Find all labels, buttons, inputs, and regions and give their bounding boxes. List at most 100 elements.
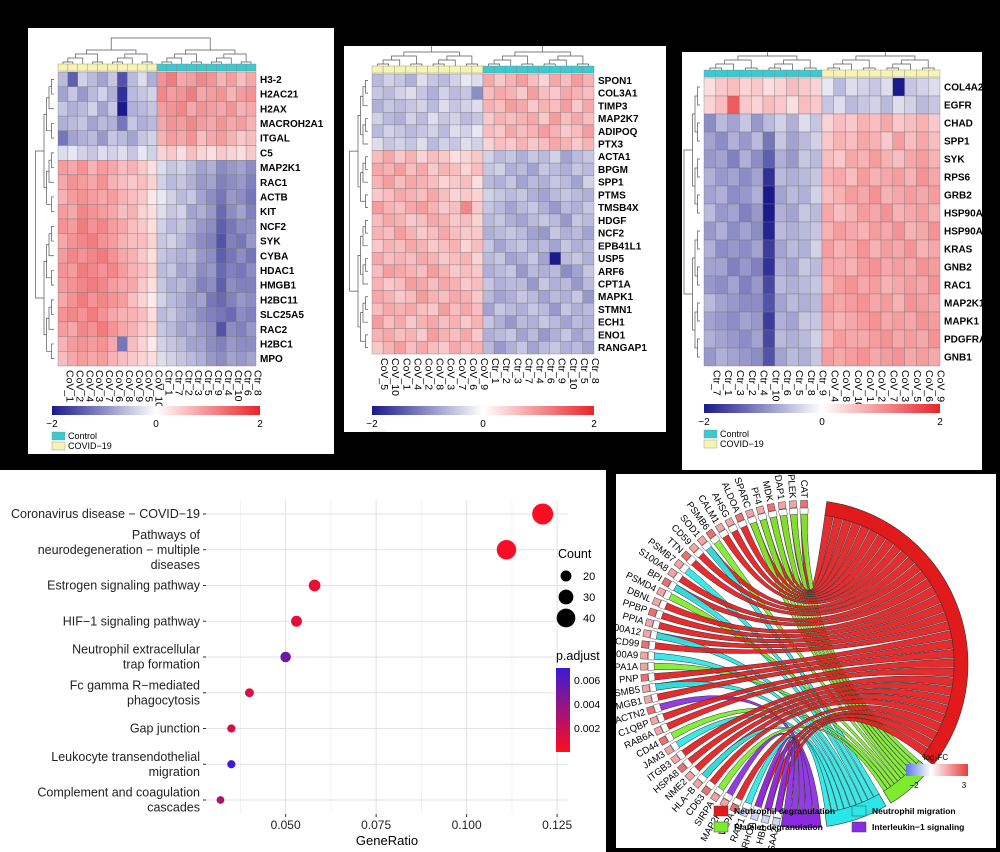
heatmap-cell — [571, 162, 584, 176]
heatmap-cell — [382, 73, 395, 87]
heatmap-cell — [471, 73, 484, 87]
heatmap-cell — [196, 351, 207, 367]
heatmap-cell — [869, 311, 882, 331]
gene-label: GNB1 — [944, 353, 972, 364]
group-annotation-cell — [904, 69, 917, 78]
group-annotation-cell — [97, 63, 108, 72]
gene-label: USP5 — [598, 254, 625, 265]
heatmap-cell — [482, 341, 495, 355]
group-annotation-cell — [156, 63, 168, 72]
heatmap-cell — [156, 262, 168, 278]
heatmap-cell — [928, 185, 941, 205]
heatmap-cell — [57, 130, 69, 146]
heatmap-cell — [97, 130, 108, 146]
gene-label: CHAD — [944, 119, 973, 130]
heatmap-cell — [438, 264, 450, 278]
heatmap-cell — [482, 302, 495, 316]
heatmap-cell — [527, 239, 539, 253]
heatmap-cell — [156, 174, 168, 190]
heatmap-cell — [394, 201, 406, 215]
heatmap-cell — [394, 341, 406, 355]
heatmap-cell — [117, 101, 128, 117]
heatmap-cell — [560, 124, 572, 138]
heatmap-cell — [880, 311, 893, 331]
heatmap-cell — [216, 189, 227, 205]
heatmap-cell — [226, 277, 237, 293]
sample-label: CoV_3 — [93, 370, 105, 402]
heatmap-cell — [810, 311, 823, 331]
heatmap-cell — [460, 277, 473, 291]
heatmap-cell — [762, 329, 775, 349]
heatmap-cell — [928, 239, 941, 259]
heatmap-cell — [857, 347, 870, 367]
gene-segment — [718, 528, 730, 539]
heatmap-cell — [57, 218, 69, 234]
heatmap-cell — [186, 145, 197, 161]
heatmap-cell — [127, 351, 138, 367]
heatmap-cell — [226, 336, 237, 352]
heatmap-cell — [371, 226, 384, 240]
heatmap-cell — [493, 328, 506, 342]
gene-segment — [647, 662, 655, 671]
heatmap-cell — [107, 321, 118, 337]
heatmap-cell — [857, 221, 870, 241]
heatmap-cell — [571, 201, 584, 215]
heatmap-cell — [560, 162, 572, 176]
heatmap-cell — [715, 257, 728, 277]
heatmap-cell — [405, 150, 417, 164]
heatmap-cell — [527, 188, 539, 202]
heatmap-cell — [582, 162, 595, 176]
group-annotation-cell — [146, 63, 158, 72]
legend-control-swatch — [703, 429, 718, 439]
heatmap-cell — [582, 86, 595, 100]
heatmap-cell — [798, 311, 811, 331]
heatmap-cell — [87, 101, 98, 117]
sample-label: CoV_9 — [935, 370, 947, 402]
heatmap-cell — [471, 150, 484, 164]
heatmap-cell — [236, 277, 247, 293]
heatmap-cell — [87, 86, 98, 102]
gene-segment — [667, 580, 678, 592]
heatmap-cell — [127, 71, 138, 87]
gene-label: ACTA1 — [598, 152, 631, 163]
heatmap-cell — [216, 130, 227, 146]
heatmap-cell — [739, 149, 752, 169]
dendrogram-branch — [694, 95, 698, 133]
sample-label: Ctr_5 — [578, 358, 590, 384]
heatmap-cell — [87, 248, 98, 264]
heatmap-cell — [482, 99, 495, 113]
heatmap-cell — [916, 329, 929, 349]
heatmap-cell — [166, 292, 177, 308]
heatmap-cell — [146, 307, 158, 323]
heatmap-cell — [471, 290, 484, 304]
heatmap-cell — [493, 201, 506, 215]
gene-segment — [751, 805, 762, 814]
group-annotation-cell — [107, 63, 118, 72]
heatmap-cell — [538, 99, 550, 113]
heatmap-cell — [245, 160, 257, 176]
sample-label: Ctr_5 — [202, 370, 214, 396]
heatmap-cell — [774, 167, 787, 187]
heatmap-cell — [880, 131, 893, 151]
chord-ribbon — [654, 620, 951, 654]
sample-label: Ctr_2 — [746, 370, 758, 396]
heatmap-cell — [206, 336, 217, 352]
heatmap-cell — [245, 86, 257, 102]
heatmap-cell — [97, 292, 108, 308]
heatmap-cell — [77, 262, 88, 278]
gene-label: HDGF — [598, 216, 626, 227]
heatmap-cell — [449, 328, 461, 342]
heatmap-cell — [196, 145, 207, 161]
heatmap-cell — [156, 189, 168, 205]
size-legend-label: 20 — [583, 571, 595, 583]
sample-label: Ctr_10 — [567, 358, 579, 390]
heatmap-cell — [505, 302, 517, 316]
heatmap-cell — [245, 101, 257, 117]
gene-label: PDAP1 — [771, 474, 786, 500]
heatmap-cell — [571, 315, 584, 329]
gene-label: ARF6 — [598, 267, 625, 278]
heatmap-cell — [880, 149, 893, 169]
size-legend-dot — [560, 570, 572, 582]
heatmap-cell — [137, 277, 148, 293]
heatmap-cell — [928, 221, 941, 241]
